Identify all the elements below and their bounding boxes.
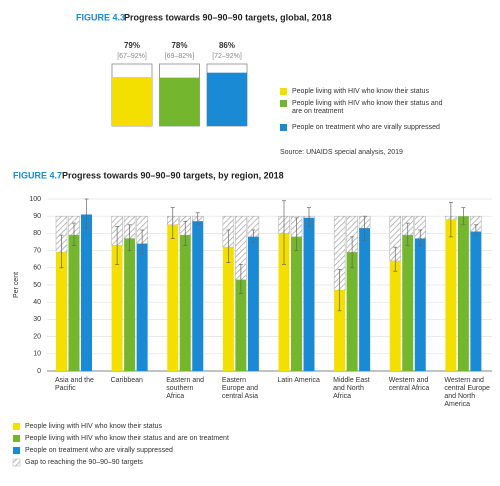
bar <box>247 236 259 371</box>
bar <box>124 238 136 371</box>
legend-swatch <box>13 447 20 454</box>
legend-swatch <box>12 458 21 467</box>
range-label: [67–92%] <box>117 53 147 60</box>
legend-label: People on treatment who are virally supp… <box>25 447 173 454</box>
value-label: 86% <box>219 41 235 50</box>
bar <box>112 77 152 126</box>
y-tick-label: 70 <box>33 247 41 254</box>
x-tick-label: Western and central Africa <box>388 377 430 392</box>
chart-title: Progress towards 90–90–90 targets, by re… <box>62 170 284 180</box>
bar <box>303 217 315 371</box>
figure-label: FIGURE 4.7 <box>13 170 62 180</box>
bar <box>346 252 358 371</box>
figure-label: FIGURE 4.3 <box>76 12 125 22</box>
bar <box>167 224 179 371</box>
y-tick-label: 30 <box>33 316 41 323</box>
y-tick-label: 40 <box>33 299 41 306</box>
bar <box>111 245 123 371</box>
y-axis-label: Per cent <box>13 272 20 298</box>
x-tick-label: Middle East and North Africa <box>333 377 370 400</box>
bar <box>445 219 457 371</box>
bar <box>235 279 247 371</box>
legend-swatch <box>280 88 287 95</box>
legend-swatch <box>13 435 20 442</box>
bar <box>56 252 67 371</box>
legend-label: People on treatment who are virally supp… <box>292 124 440 131</box>
bar <box>334 290 346 371</box>
y-tick-label: 10 <box>33 351 41 358</box>
bar <box>470 231 482 371</box>
bar <box>402 235 414 371</box>
bar <box>68 235 80 371</box>
legend-label: People living with HIV who know their st… <box>25 423 162 430</box>
bar <box>389 260 401 371</box>
legend-label: People living with HIV who know their st… <box>292 88 429 95</box>
legend-label: Gap to reaching the 90–90–90 targets <box>25 459 143 466</box>
y-tick-label: 20 <box>33 333 41 340</box>
bar <box>179 235 191 371</box>
x-tick-label: Eastern and southern Africa <box>166 377 204 400</box>
bar <box>159 77 200 126</box>
legend-label: People living with HIV who know their st… <box>25 435 229 442</box>
bar <box>222 247 234 371</box>
y-tick-label: 0 <box>37 368 41 375</box>
bar <box>414 238 426 371</box>
bar <box>136 243 148 371</box>
bar <box>457 216 469 371</box>
legend-label: People living with HIV who know their st… <box>292 100 443 115</box>
bar <box>192 221 204 371</box>
x-tick-label: Latin America <box>277 377 320 384</box>
x-tick-label: Eastern Europe and central Asia <box>221 377 259 400</box>
bar <box>291 236 302 371</box>
y-tick-label: 90 <box>33 213 41 220</box>
y-tick-label: 100 <box>29 196 41 203</box>
y-tick-label: 50 <box>33 282 41 289</box>
legend-swatch <box>13 423 20 430</box>
value-label: 78% <box>171 41 187 50</box>
chart-title: Progress towards 90–90–90 targets, globa… <box>124 12 332 22</box>
x-tick-label: Asia and the Pacific <box>55 377 94 392</box>
source: Source: UNAIDS special analysis, 2019 <box>280 149 403 156</box>
y-tick-label: 80 <box>33 230 41 237</box>
range-label: [69–82%] <box>165 53 195 60</box>
legend-swatch <box>280 124 287 131</box>
range-label: [72–92%] <box>212 53 242 60</box>
x-tick-label: Caribbean <box>110 377 143 384</box>
x-tick-label: Western and central Europe and North Ame… <box>444 377 490 408</box>
y-tick-label: 60 <box>33 265 41 272</box>
value-label: 79% <box>124 41 140 50</box>
bar <box>278 233 290 371</box>
bar <box>207 72 247 126</box>
bar <box>359 228 371 371</box>
bar <box>81 214 92 371</box>
legend-swatch <box>280 100 287 107</box>
